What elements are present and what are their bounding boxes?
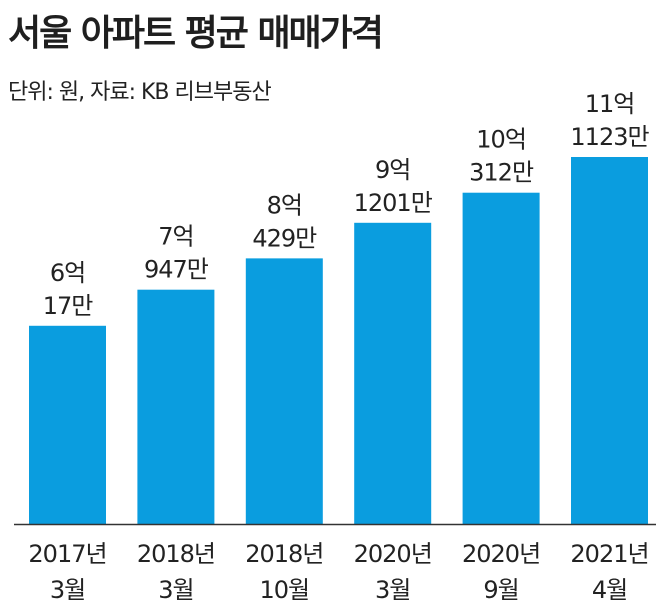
bar-5: [462, 192, 540, 525]
bar-3: [245, 258, 323, 524]
x-tick-label-6-line1: 2021년: [570, 540, 648, 568]
x-tick-label-4-line1: 2020년: [354, 540, 432, 568]
bar-2: [137, 289, 215, 524]
x-tick-label-1-line1: 2017년: [28, 540, 106, 568]
data-label-4-line1: 9억: [375, 156, 410, 184]
bar-6: [571, 157, 648, 524]
x-tick-label-1-line2: 3월: [50, 576, 85, 604]
x-tick-label-6-line2: 4월: [592, 576, 627, 604]
data-label-1-line1: 6억: [50, 259, 85, 287]
x-tick-label-2-line2: 3월: [158, 576, 193, 604]
chart-subtitle: 단위: 원, 자료: KB 리브부동산: [8, 80, 272, 105]
data-label-2-line2: 947만: [144, 256, 209, 284]
data-label-6-line2: 1123만: [570, 123, 649, 151]
data-label-3-line1: 8억: [267, 191, 302, 219]
bar-4: [354, 222, 432, 524]
data-label-1-line2: 17만: [43, 292, 94, 320]
bar-1: [29, 325, 106, 524]
x-tick-label-3-line2: 10월: [259, 576, 309, 604]
data-label-6-line1: 11억: [585, 90, 635, 118]
data-label-4-line2: 1201만: [354, 189, 433, 217]
data-label-5-line2: 312만: [469, 159, 534, 187]
x-tick-label-5-line1: 2020년: [462, 540, 540, 568]
x-tick-label-3-line1: 2018년: [245, 540, 323, 568]
x-tick-label-2-line1: 2018년: [137, 540, 215, 568]
data-label-5-line1: 10억: [476, 126, 526, 154]
data-label-2-line1: 7억: [158, 223, 193, 251]
chart-title: 서울 아파트 평균 매매가격: [8, 13, 384, 54]
x-tick-label-5-line2: 9월: [483, 576, 518, 604]
x-tick-label-4-line2: 3월: [375, 576, 410, 604]
data-label-3-line2: 429만: [252, 224, 317, 252]
